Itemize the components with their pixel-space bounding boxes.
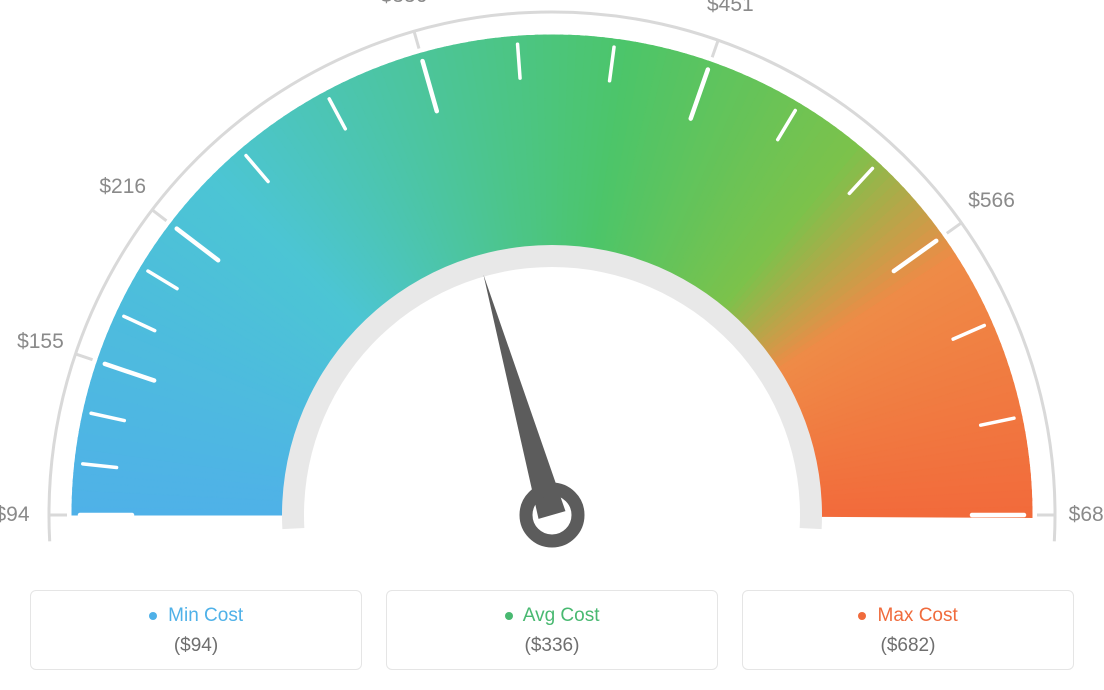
legend-row: Min Cost ($94) Avg Cost ($336) Max Cost … <box>30 590 1074 670</box>
dot-icon <box>858 612 866 620</box>
gauge-color-arc <box>72 35 1032 518</box>
legend-card-max: Max Cost ($682) <box>742 590 1074 670</box>
cost-gauge-chart: $94 $155 $216 $336 $451 $566 $682 Min Cost ($9… <box>0 0 1104 690</box>
legend-card-avg: Avg Cost ($336) <box>386 590 718 670</box>
gauge-tick-label: $155 <box>17 330 64 354</box>
dot-icon <box>505 612 513 620</box>
legend-title-text: Min Cost <box>168 605 243 626</box>
legend-title-max: Max Cost <box>753 605 1063 627</box>
legend-title-text: Avg Cost <box>523 605 600 626</box>
legend-title-text: Max Cost <box>878 605 958 626</box>
gauge-tick-label: $94 <box>0 503 30 527</box>
gauge-area: $94 $155 $216 $336 $451 $566 $682 <box>0 0 1104 560</box>
dot-icon <box>149 612 157 620</box>
legend-card-min: Min Cost ($94) <box>30 590 362 670</box>
gauge-tick-label: $451 <box>707 0 754 17</box>
gauge-needle <box>483 275 565 519</box>
gauge-tick-label: $336 <box>381 0 428 8</box>
legend-value-max: ($682) <box>753 635 1063 657</box>
legend-value-avg: ($336) <box>397 635 707 657</box>
legend-title-avg: Avg Cost <box>397 605 707 627</box>
gauge-tick-label: $216 <box>99 175 146 199</box>
legend-title-min: Min Cost <box>41 605 351 627</box>
legend-value-min: ($94) <box>41 635 351 657</box>
gauge-tick-label: $566 <box>968 189 1015 213</box>
gauge-tick-label: $682 <box>1069 503 1104 527</box>
gauge-svg <box>0 0 1104 570</box>
